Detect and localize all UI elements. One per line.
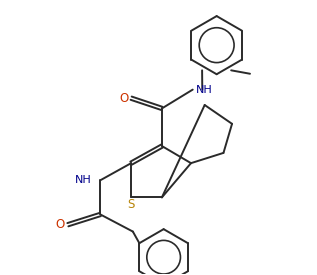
Text: NH: NH	[75, 175, 92, 185]
Text: NH: NH	[196, 85, 212, 95]
Text: S: S	[127, 198, 135, 211]
Text: O: O	[119, 92, 128, 105]
Text: O: O	[56, 218, 65, 231]
